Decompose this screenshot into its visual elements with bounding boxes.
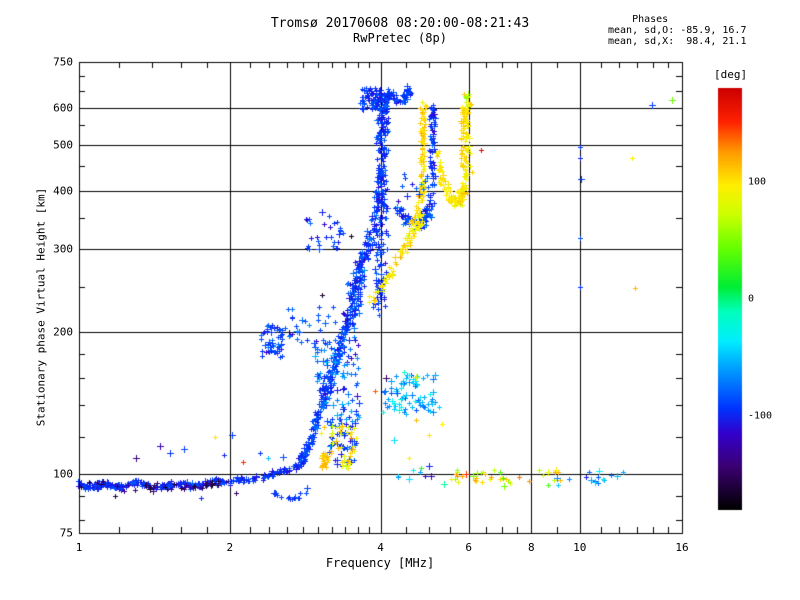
chart-title: Tromsø 20170608 08:20:00-08:21:43 — [270, 16, 530, 31]
y-tick-label: 200 — [53, 325, 73, 339]
phase-stats-block: Phases mean, sd,O: -85.9, 16.7 mean, sd,… — [608, 14, 747, 47]
y-tick-label: 75 — [59, 526, 73, 540]
colorbar-tick-label: -100 — [748, 410, 773, 422]
y-axis-label: Stationary phase Virtual Height [km] — [34, 187, 48, 427]
x-tick-label: 6 — [465, 541, 472, 554]
colorbar-tick-label: 0 — [748, 293, 755, 305]
y-tick-label: 300 — [53, 242, 73, 256]
y-tick-label: 600 — [53, 101, 73, 115]
x-tick-label: 1 — [75, 541, 83, 554]
y-tick-label: 400 — [53, 184, 73, 198]
x-tick-label: 16 — [675, 541, 689, 554]
chart-subtitle: RwPretec (8p) — [353, 31, 447, 45]
x-tick-label: 2 — [226, 541, 234, 554]
colorbar-unit-label: [deg] — [714, 68, 748, 81]
y-tick-label: 100 — [53, 467, 73, 481]
x-axis-label: Frequency [MHz] — [325, 556, 435, 570]
colorbar-tick-label: 100 — [748, 176, 767, 188]
x-tick-label: 8 — [527, 541, 535, 554]
x-tick-label: 4 — [377, 541, 384, 554]
x-tick-label: 10 — [573, 541, 587, 554]
y-tick-label: 750 — [53, 55, 73, 69]
y-tick-label: 500 — [53, 138, 73, 152]
